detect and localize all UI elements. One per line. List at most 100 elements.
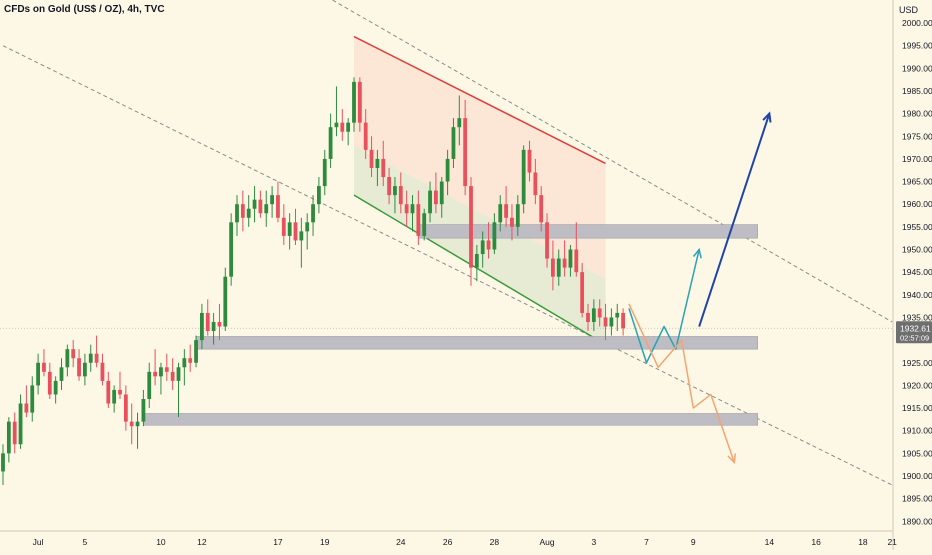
candle <box>539 195 544 223</box>
candle <box>515 204 520 227</box>
candle <box>510 217 514 227</box>
x-tick-label: 12 <box>197 537 207 547</box>
candle <box>182 358 187 368</box>
y-tick-label: 1925.00 <box>902 358 932 368</box>
candle <box>562 258 567 268</box>
support-resistance-zone-3[interactable] <box>143 413 758 426</box>
candle <box>498 204 503 223</box>
candle <box>135 421 140 427</box>
candle <box>112 389 117 404</box>
x-tick-label: Jul <box>33 537 44 547</box>
trend-line-dashed-2[interactable] <box>278 0 893 323</box>
x-tick-label: 24 <box>396 537 406 547</box>
x-tick-label: 10 <box>156 537 166 547</box>
projection-path-teal[interactable] <box>628 249 700 364</box>
channel-fill-lower <box>354 145 606 345</box>
candle <box>457 118 462 128</box>
projection-path-orange[interactable] <box>628 303 735 463</box>
candle <box>597 308 602 318</box>
x-tick-label: 21 <box>887 537 897 547</box>
candle <box>352 81 356 123</box>
candle <box>381 158 386 178</box>
candle <box>176 367 181 381</box>
price-tag <box>896 321 932 344</box>
y-tick-label: 1945.00 <box>902 267 932 277</box>
candle <box>53 380 58 395</box>
candle <box>36 362 40 386</box>
candle <box>317 186 321 205</box>
candle <box>258 199 263 214</box>
candle <box>42 362 46 372</box>
candle <box>434 190 438 205</box>
y-tick-label: 1955.00 <box>902 222 932 232</box>
candle <box>83 362 87 377</box>
candle <box>504 204 508 218</box>
price-tag-value: 1932.61 <box>900 323 931 333</box>
x-tick-label: 19 <box>320 537 330 547</box>
x-tick-label: Aug <box>539 537 554 547</box>
channel-lower-line[interactable] <box>353 194 606 346</box>
candle <box>30 385 35 413</box>
candle <box>200 312 204 341</box>
candle <box>123 394 128 422</box>
candle <box>65 349 70 368</box>
x-tick-label: 9 <box>691 537 696 547</box>
candle <box>533 172 538 196</box>
symbol-title: CFDs on Gold (US$ / OZ), 4h, TVC <box>4 4 165 15</box>
x-tick-label: 28 <box>490 537 500 547</box>
candle <box>340 122 345 132</box>
candle <box>328 127 333 159</box>
candle <box>59 367 64 381</box>
y-tick-label: 1975.00 <box>902 131 932 141</box>
projection-path-blue[interactable] <box>698 113 771 327</box>
y-tick-label: 1970.00 <box>902 154 932 164</box>
y-tick-label: 1900.00 <box>902 471 932 481</box>
y-tick-label: 1915.00 <box>902 403 932 413</box>
candle <box>422 213 427 236</box>
candle <box>24 403 29 413</box>
candle <box>270 195 274 205</box>
candle <box>153 371 157 377</box>
x-tick-label: 26 <box>443 537 453 547</box>
candle <box>521 149 526 205</box>
candle <box>188 358 193 363</box>
candle <box>556 258 561 277</box>
y-tick-label: 1980.00 <box>902 109 932 119</box>
candle <box>568 249 573 268</box>
candle <box>170 371 175 381</box>
candle <box>615 312 620 318</box>
candle <box>240 204 245 218</box>
candle <box>71 349 76 359</box>
x-tick-label: 5 <box>83 537 88 547</box>
candle <box>480 240 485 255</box>
candle <box>18 403 23 445</box>
candle <box>492 222 497 250</box>
candle <box>463 118 468 187</box>
channel-upper-line[interactable] <box>353 35 606 165</box>
candle <box>445 158 450 182</box>
candle <box>147 371 152 399</box>
trend-line-dashed-1[interactable] <box>2 45 893 486</box>
candle <box>281 217 286 236</box>
candle <box>6 421 11 454</box>
candle <box>404 204 409 214</box>
support-resistance-zone-2[interactable] <box>195 336 758 350</box>
x-tick-label: 17 <box>273 537 283 547</box>
y-tick-label: 1890.00 <box>902 516 932 526</box>
candle <box>106 380 111 404</box>
candle <box>439 181 444 205</box>
y-tick-label: 1960.00 <box>902 199 932 209</box>
currency-label: USD <box>898 5 918 15</box>
candle <box>77 358 81 377</box>
y-tick-label: 1985.00 <box>902 86 932 96</box>
candle <box>287 222 292 236</box>
candle <box>12 421 17 445</box>
projection-arrowhead-blue <box>762 111 772 123</box>
candle <box>416 204 421 236</box>
y-tick-label: 1940.00 <box>902 290 932 300</box>
candle <box>88 353 93 363</box>
candle <box>428 190 432 214</box>
